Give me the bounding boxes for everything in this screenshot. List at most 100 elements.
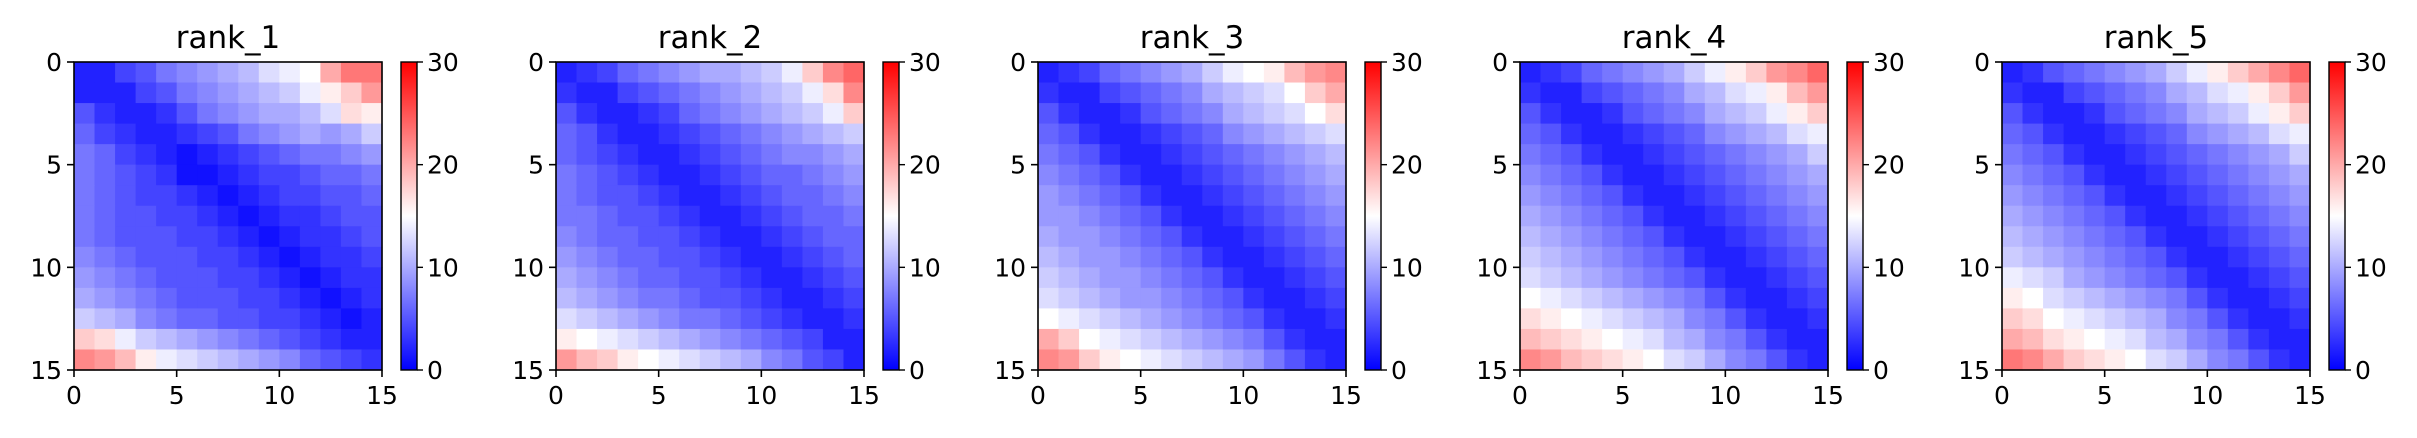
heatmap-cell <box>2289 308 2311 330</box>
heatmap-cell <box>617 185 639 207</box>
y-tick-label: 15 <box>1476 356 1508 385</box>
heatmap-cell <box>94 185 116 207</box>
heatmap-cell <box>2166 267 2188 289</box>
colorbar-tick-label: 10 <box>1391 253 1423 282</box>
heatmap-cell <box>1243 62 1265 84</box>
heatmap-cell <box>217 308 239 330</box>
heatmap-cell <box>802 82 824 104</box>
heatmap-cell <box>1263 349 1285 371</box>
heatmap-cell <box>597 123 619 145</box>
heatmap-cell <box>1684 308 1706 330</box>
heatmap-cell <box>1540 349 1562 371</box>
heatmap-cell <box>1181 62 1203 84</box>
heatmap-cell <box>1284 185 1306 207</box>
heatmap-cell <box>1161 246 1183 268</box>
heatmap-cell <box>781 62 803 84</box>
heatmap-cell <box>1079 287 1101 309</box>
heatmap-cell <box>1243 267 1265 289</box>
heatmap-cell <box>658 123 680 145</box>
heatmap-cell <box>2186 62 2208 84</box>
heatmap-cell <box>1038 349 1060 371</box>
y-tick-label: 10 <box>994 253 1026 282</box>
heatmap-cell <box>320 226 342 248</box>
heatmap-cell <box>94 62 116 84</box>
heatmap-cell <box>1663 103 1685 125</box>
heatmap-cell <box>74 103 96 125</box>
heatmap-cell <box>802 205 824 227</box>
heatmap-cell <box>1745 287 1767 309</box>
x-tick-label: 10 <box>263 381 295 410</box>
heatmap-cell <box>74 82 96 104</box>
heatmap-cell <box>176 308 198 330</box>
heatmap-cell <box>1725 246 1747 268</box>
heatmap-cell <box>258 144 280 166</box>
heatmap-cell <box>1284 144 1306 166</box>
heatmap-cell <box>1725 144 1747 166</box>
heatmap-cell <box>576 164 598 186</box>
heatmap-cell <box>2268 308 2291 330</box>
heatmap-cell <box>1263 82 1285 104</box>
heatmap-cell <box>1581 308 1603 330</box>
heatmap-cell <box>2002 62 2024 84</box>
heatmap-cell <box>699 103 721 125</box>
heatmap-cell <box>699 287 721 309</box>
heatmap-cell <box>556 246 578 268</box>
heatmap-cell <box>658 246 680 268</box>
x-tick-label: 15 <box>2294 381 2326 410</box>
heatmap-cell <box>1581 267 1603 289</box>
heatmap-cell <box>1099 185 1121 207</box>
heatmap-cell <box>740 144 762 166</box>
heatmap-cell <box>1561 349 1583 371</box>
heatmap-cell <box>679 349 701 371</box>
heatmap-cell <box>761 62 783 84</box>
heatmap-cell <box>1284 205 1306 227</box>
colorbar-tick-label: 20 <box>427 151 459 180</box>
heatmap-cell <box>340 349 363 371</box>
heatmap-cell <box>576 267 598 289</box>
heatmap-cell <box>1643 144 1665 166</box>
heatmap-cell <box>1140 103 1162 125</box>
heatmap-cell <box>1202 287 1224 309</box>
heatmap-cell <box>1684 267 1706 289</box>
heatmap-cell <box>1079 164 1101 186</box>
heatmap-cell <box>1766 349 1788 371</box>
heatmap-cell <box>1038 62 1060 84</box>
heatmap-cell <box>1161 144 1183 166</box>
heatmap-cell <box>658 164 680 186</box>
heatmap-cell <box>2289 185 2311 207</box>
heatmap-cell <box>1325 267 1347 289</box>
heatmap-cell <box>1643 267 1665 289</box>
heatmap-cell <box>2084 103 2106 125</box>
heatmap-cell <box>299 328 321 351</box>
heatmap-cell <box>2248 246 2270 268</box>
heatmap-cell <box>1222 287 1244 309</box>
heatmap-cell <box>576 144 598 166</box>
heatmap-cell <box>822 144 845 166</box>
heatmap-cell <box>2186 328 2208 351</box>
heatmap-cell <box>1099 349 1121 371</box>
x-tick-label: 15 <box>366 381 398 410</box>
heatmap-cell <box>279 205 301 227</box>
heatmap-cell <box>658 205 680 227</box>
heatmap-cell <box>1663 287 1685 309</box>
heatmap-cell <box>1120 123 1142 145</box>
heatmap-cell <box>1561 287 1583 309</box>
heatmap-cell <box>1643 123 1665 145</box>
heatmap-cell <box>74 164 96 186</box>
heatmap-cell <box>1622 144 1644 166</box>
heatmap-cell <box>822 103 845 125</box>
heatmap-cell <box>761 185 783 207</box>
heatmap-cell <box>1807 308 1829 330</box>
heatmap-cell <box>1222 226 1244 248</box>
heatmap-cell <box>238 287 260 309</box>
heatmap-cell <box>176 185 198 207</box>
heatmap-cell <box>638 164 660 186</box>
x-tick-label: 0 <box>66 381 82 410</box>
heatmap-cell <box>1181 308 1203 330</box>
heatmap-cell <box>2084 328 2106 351</box>
heatmap-cell <box>1099 308 1121 330</box>
heatmap-cell <box>1520 246 1542 268</box>
y-tick-label: 5 <box>528 151 544 180</box>
heatmap-cell <box>1663 349 1685 371</box>
heatmap-cell <box>761 123 783 145</box>
